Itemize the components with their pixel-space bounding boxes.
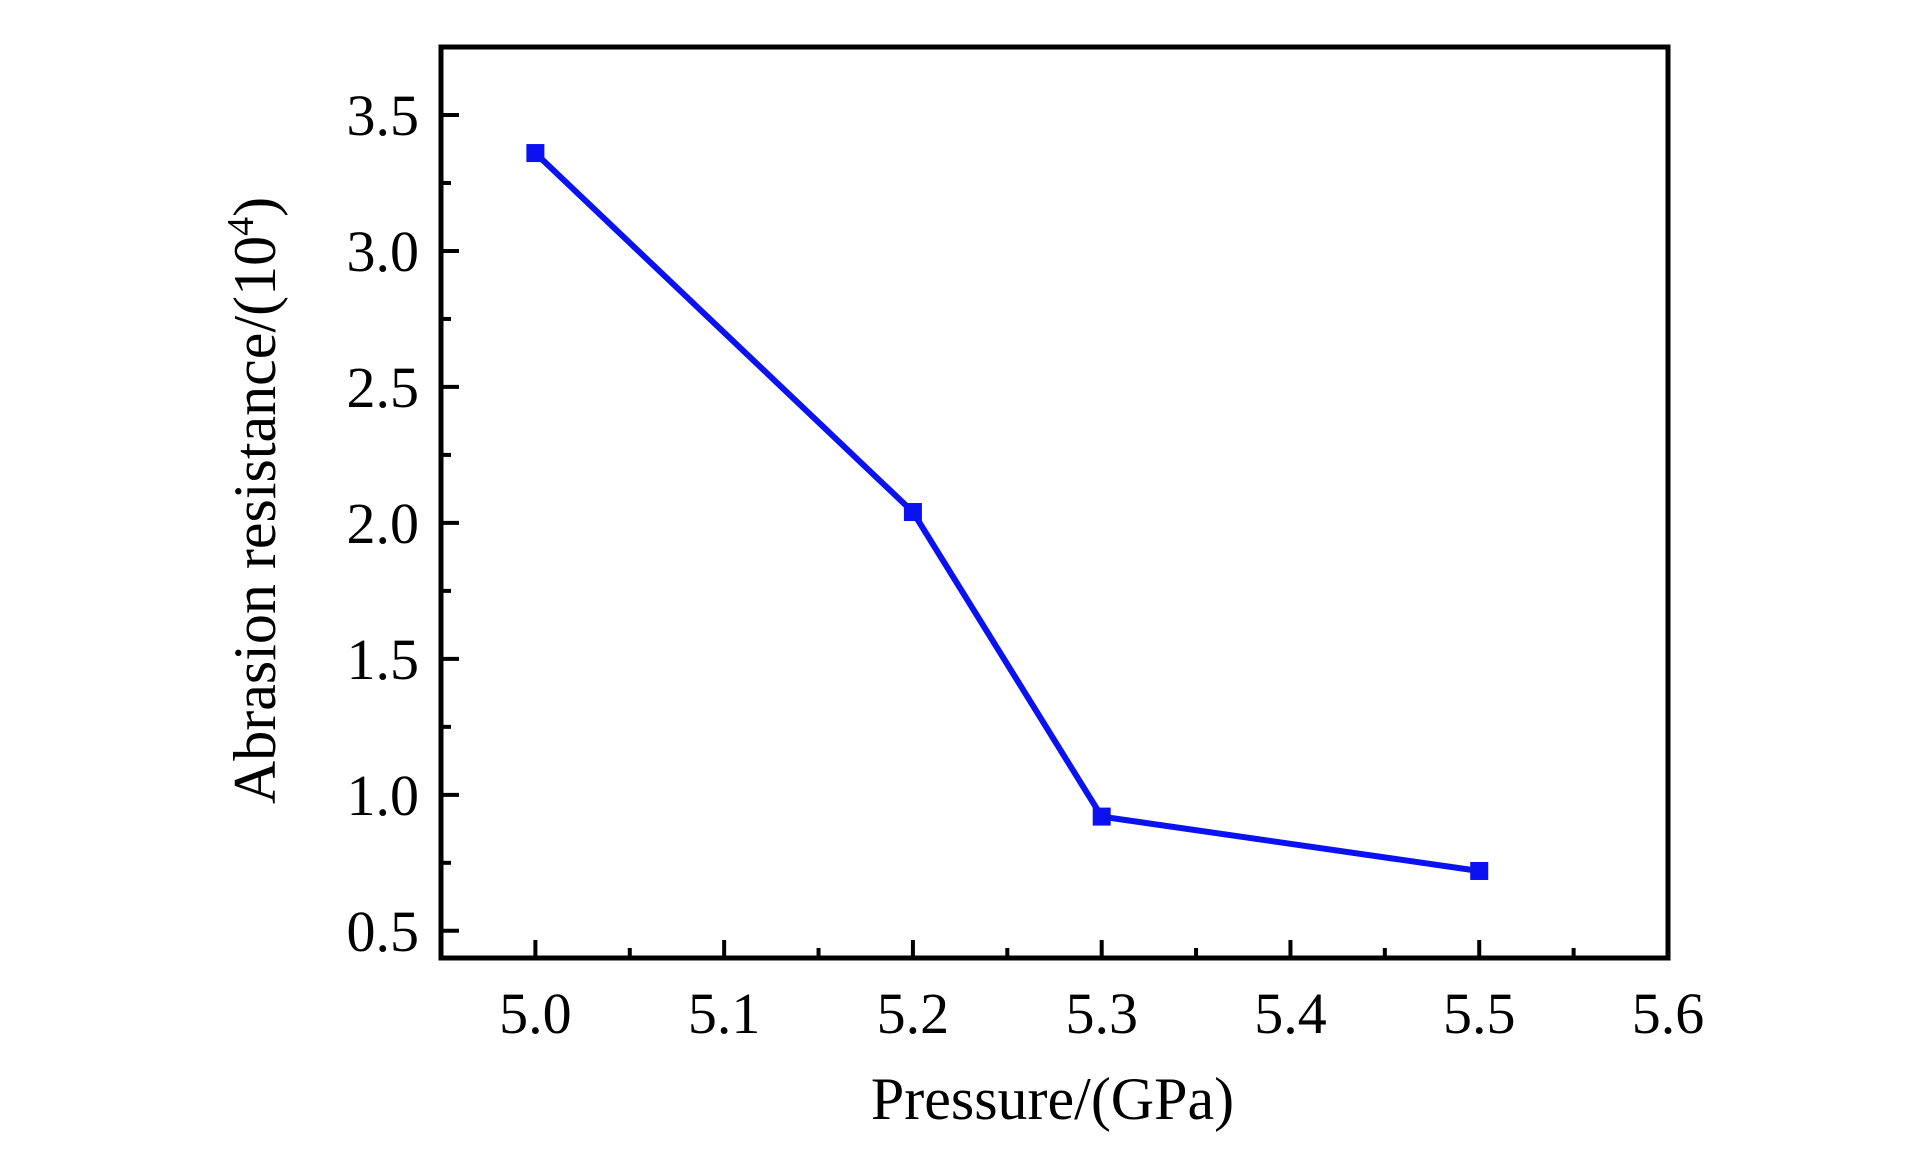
y-tick-label: 0.5 <box>347 899 420 964</box>
y-tick-label: 1.5 <box>347 627 420 692</box>
plot-frame <box>438 44 1671 961</box>
x-tick-labels: 5.0 5.1 5.2 5.3 5.4 5.5 5.6 <box>499 981 1704 1046</box>
y-tick-labels: 0.5 1.0 1.5 2.0 2.5 3.0 3.5 <box>347 83 420 964</box>
x-tick-label: 5.5 <box>1443 981 1516 1046</box>
series-line <box>533 150 1480 874</box>
y-tick-label: 1.0 <box>347 763 420 828</box>
x-tick-label: 5.6 <box>1632 981 1705 1046</box>
data-point-marker <box>526 144 545 163</box>
y-tick-label: 2.5 <box>347 355 420 420</box>
y-tick-label: 3.0 <box>347 219 420 284</box>
y-axis-title-suffix: ) <box>222 197 288 217</box>
x-axis-title: Pressure/(GPa) <box>871 1066 1234 1132</box>
x-tick-label: 5.2 <box>877 981 950 1046</box>
series-layer <box>526 144 1489 880</box>
x-tick-label: 5.0 <box>499 981 572 1046</box>
y-axis-title-exponent: 4 <box>220 217 262 236</box>
y-tick-label: 2.0 <box>347 491 420 556</box>
y-axis-title: Abrasion resistance/(104) <box>220 197 288 804</box>
data-point-marker <box>903 503 922 522</box>
x-tick-label: 5.1 <box>688 981 761 1046</box>
x-tick-label: 5.3 <box>1065 981 1138 1046</box>
y-axis-title-prefix: Abrasion resistance/(10 <box>222 236 288 804</box>
x-tick-label: 5.4 <box>1254 981 1327 1046</box>
y-tick-label: 3.5 <box>347 83 420 148</box>
data-point-marker <box>1092 807 1111 826</box>
data-point-marker <box>1470 861 1489 880</box>
